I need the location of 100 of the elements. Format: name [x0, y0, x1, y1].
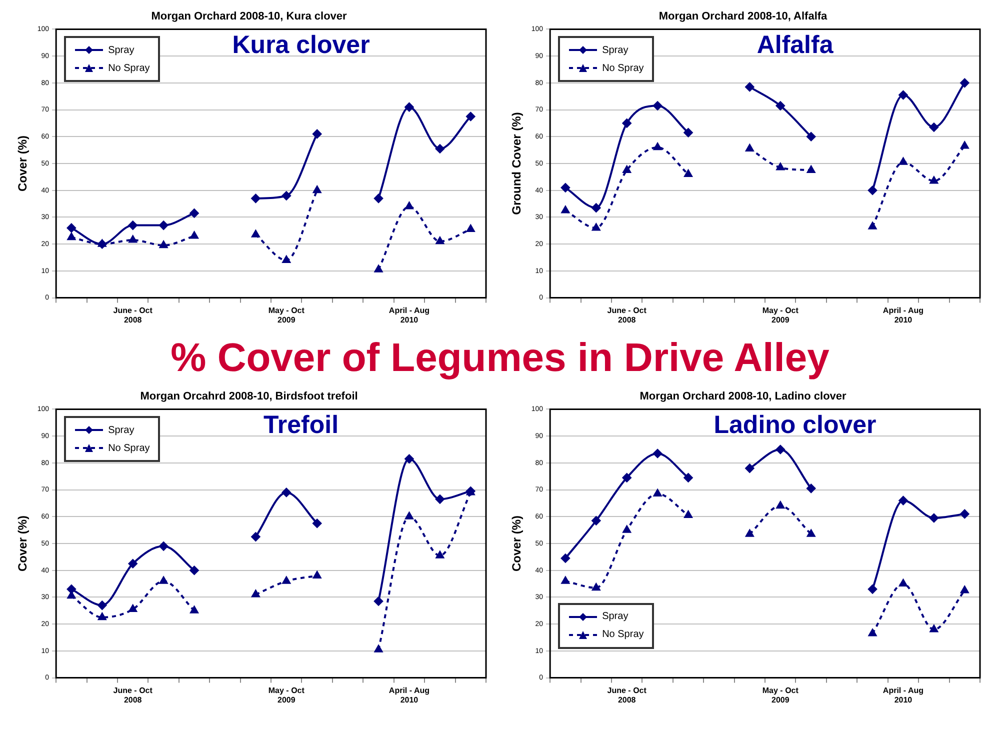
x-tick-label: June - Oct 2008 — [607, 686, 647, 704]
point — [684, 128, 693, 138]
legend-label: No Spray — [602, 629, 644, 640]
point — [746, 144, 754, 152]
point — [374, 265, 383, 272]
point — [251, 194, 260, 203]
point — [592, 223, 600, 231]
point — [466, 224, 475, 232]
legend-label: Spray — [108, 424, 134, 436]
point — [776, 501, 784, 509]
point — [930, 176, 938, 184]
chart-title: Morgan Orcahrd 2008-10, Birdsfoot trefoil — [140, 390, 358, 403]
point — [745, 82, 754, 92]
legend-label: No Spray — [108, 442, 150, 454]
point — [560, 183, 570, 192]
point — [282, 256, 290, 263]
legend-label: No Spray — [602, 62, 644, 74]
point — [929, 513, 938, 522]
text: % Cover of Legumes in Drive Alley — [170, 336, 830, 380]
point — [622, 473, 632, 482]
x-tick-label: June - Oct 2008 — [113, 306, 153, 324]
point — [684, 473, 693, 482]
point — [159, 220, 168, 230]
x-tick-label: April - Aug 2010 — [882, 686, 924, 704]
point — [868, 222, 877, 230]
point — [960, 509, 970, 518]
y-axis-title: Cover (%) — [16, 135, 30, 192]
legend-label: Spray — [108, 44, 134, 56]
point — [899, 579, 908, 587]
point — [868, 628, 877, 636]
point — [128, 236, 137, 243]
point — [466, 112, 476, 121]
point — [561, 576, 570, 584]
chart-title: Morgan Orchard 2008-10, Kura clover — [151, 10, 348, 23]
point — [98, 612, 106, 620]
y-axis-title: Cover (%) — [16, 515, 30, 572]
point — [622, 526, 631, 533]
point — [404, 454, 414, 464]
annotation: Trefoil — [264, 411, 339, 440]
point — [128, 604, 137, 612]
point — [807, 166, 816, 173]
point — [159, 542, 168, 551]
point — [98, 600, 107, 610]
point — [128, 559, 138, 568]
x-tick-label: May - Oct 2009 — [762, 686, 799, 704]
point — [560, 554, 570, 563]
point — [190, 606, 198, 614]
chart-title: Morgan Orchard 2008-10, Ladino clover — [640, 390, 848, 403]
point — [405, 512, 414, 520]
point — [404, 102, 414, 112]
point — [653, 449, 662, 458]
point — [282, 488, 291, 497]
point — [190, 208, 199, 218]
point — [929, 122, 938, 132]
x-tick-label: April - Aug 2010 — [882, 306, 924, 324]
point — [807, 530, 816, 537]
point — [436, 236, 444, 244]
point — [654, 489, 662, 497]
x-tick-label: June - Oct 2008 — [607, 306, 647, 324]
legend-label: Spray — [602, 611, 628, 622]
point — [561, 206, 570, 214]
point — [436, 551, 444, 558]
point — [282, 191, 291, 200]
point — [313, 186, 322, 194]
point — [622, 166, 631, 173]
annotation: Alfalfa — [756, 31, 834, 60]
point — [313, 571, 322, 578]
point — [776, 101, 785, 110]
legend-label: No Spray — [108, 62, 150, 74]
point — [405, 202, 414, 210]
point — [160, 240, 168, 248]
point — [806, 132, 816, 142]
point — [899, 158, 908, 165]
point — [868, 186, 878, 195]
y-axis-title: Cover (%) — [510, 515, 524, 572]
point — [67, 232, 76, 240]
point — [898, 496, 908, 506]
point — [592, 583, 600, 591]
point — [592, 516, 601, 526]
point — [435, 494, 444, 504]
point — [653, 101, 662, 110]
point — [806, 484, 816, 493]
point — [312, 518, 322, 528]
point — [374, 645, 383, 652]
point — [435, 144, 444, 154]
x-tick-label: May - Oct 2009 — [762, 306, 799, 324]
point — [930, 624, 938, 632]
point — [746, 530, 754, 537]
point — [898, 90, 908, 100]
point — [960, 142, 969, 149]
point — [66, 584, 76, 594]
point — [776, 444, 785, 454]
point — [282, 576, 290, 584]
legend-label: Spray — [602, 44, 628, 56]
annotation: Kura clover — [232, 31, 370, 60]
point — [312, 129, 322, 138]
point — [160, 576, 168, 584]
point — [252, 230, 260, 238]
point — [960, 586, 969, 594]
x-tick-label: April - Aug 2010 — [388, 306, 430, 324]
